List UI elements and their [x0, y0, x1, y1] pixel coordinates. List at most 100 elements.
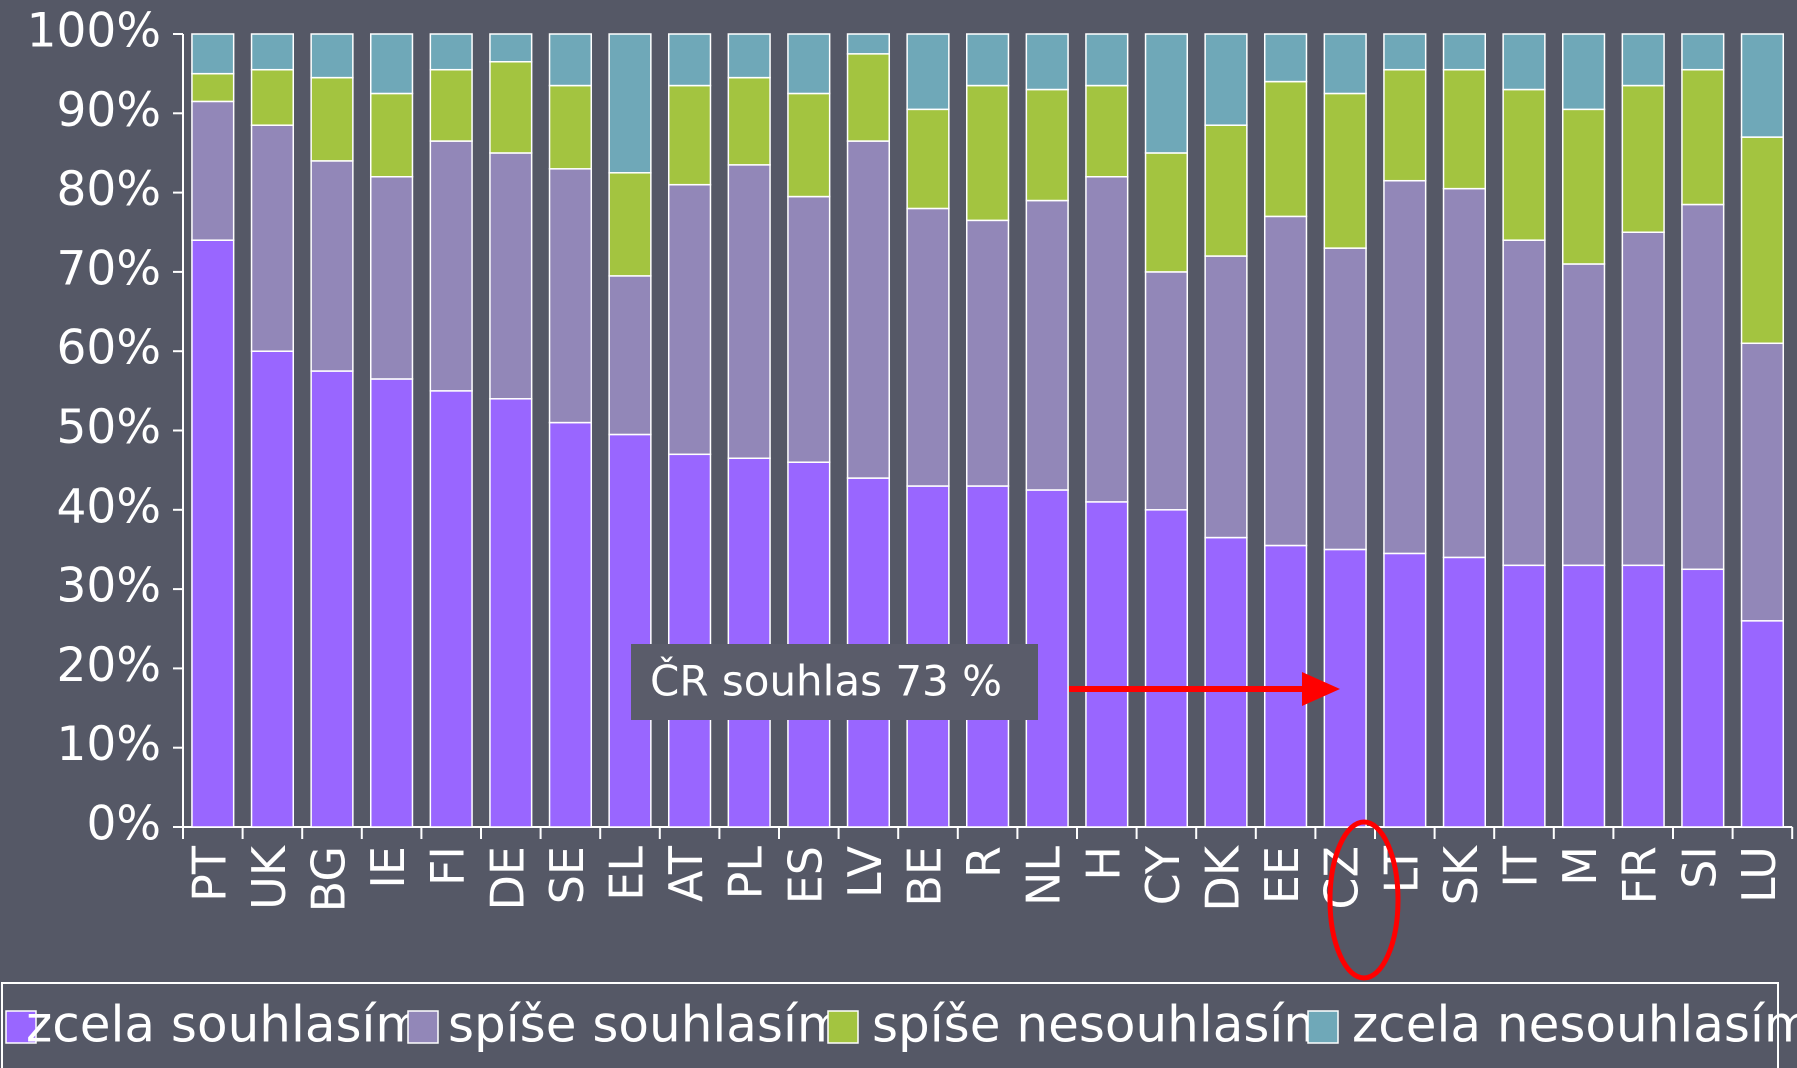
bar-segment: [846, 140, 891, 479]
legend-swatch: [407, 1010, 439, 1044]
bar-segment: [548, 33, 593, 87]
bar-segment: [1681, 33, 1725, 71]
y-tick-label: 10%: [57, 717, 161, 772]
bar-segment: [1085, 84, 1129, 178]
x-tick-label: PL: [719, 846, 773, 900]
bar-segment: [608, 172, 652, 277]
bar-segment: [1383, 179, 1427, 555]
x-tick-label: AT: [659, 845, 713, 902]
bar-segment: [1740, 33, 1785, 138]
bar-segment: [310, 160, 354, 372]
bar-segment: [1561, 564, 1606, 828]
bar-segment: [608, 33, 652, 174]
bar-segment: [369, 33, 414, 95]
x-tick-label: LV: [838, 845, 892, 898]
bar-segment: [1204, 124, 1248, 257]
bar-segment: [727, 164, 771, 460]
x-tick-label: UK: [242, 844, 296, 910]
y-tick-label: 40%: [57, 479, 161, 534]
legend-label: spíše nesouhlasím: [872, 996, 1332, 1054]
y-tick-label: 50%: [57, 400, 161, 455]
bar-segment: [1323, 33, 1367, 95]
bar-segment: [1204, 536, 1248, 828]
bar-segment: [1502, 88, 1546, 241]
bar-segment: [1681, 568, 1725, 828]
bar-segment: [1442, 187, 1487, 559]
bar-segment: [310, 76, 354, 162]
bar-segment: [310, 33, 354, 79]
y-tick-label: 100%: [27, 4, 161, 59]
bar-segment: [1621, 33, 1665, 87]
y-tick-label: 20%: [57, 638, 161, 693]
bar-segment: [250, 33, 295, 71]
bar-segment: [429, 390, 473, 828]
y-tick-label: 90%: [57, 83, 161, 138]
bar-segment: [1144, 271, 1189, 511]
x-tick-label: IE: [361, 846, 415, 889]
bar-segment: [1740, 620, 1785, 828]
bar-segment: [191, 33, 235, 75]
bar-segment: [1740, 136, 1785, 345]
x-tick-label: CZ: [1315, 846, 1369, 910]
x-tick-label: BG: [302, 846, 356, 912]
bar-segment: [608, 433, 652, 828]
legend-label: spíše souhlasím: [448, 996, 846, 1054]
bar-segment: [1085, 175, 1129, 503]
bar-segment: [1383, 552, 1427, 828]
bar-segment: [369, 175, 414, 380]
bar-segment: [906, 108, 950, 210]
bar-segment: [250, 350, 295, 828]
x-tick-label: SI: [1672, 846, 1726, 889]
annotation: ČR souhlas 73 %: [650, 656, 1002, 706]
y-tick-label: 0%: [86, 797, 161, 852]
bar-segment: [1561, 263, 1606, 567]
bar-segment: [1144, 152, 1189, 273]
bar-segment: [1263, 215, 1308, 547]
bar-segment: [429, 68, 473, 142]
bar-segment: [1383, 33, 1427, 71]
bar-segment: [1204, 255, 1248, 539]
bar-segment: [1025, 33, 1069, 91]
bar-segment: [191, 100, 235, 241]
bar-segment: [846, 53, 891, 142]
x-tick-label: EL: [600, 846, 654, 901]
bar-segment: [667, 33, 712, 87]
bar-segment: [1085, 33, 1129, 87]
bar-segment: [1263, 33, 1308, 83]
bar-segment: [489, 61, 533, 154]
x-tick-label: R: [957, 846, 1011, 878]
highlight-ellipse: [1327, 819, 1401, 981]
x-tick-label: DK: [1196, 844, 1250, 911]
x-tick-label: SK: [1434, 844, 1488, 905]
x-tick-label: SE: [540, 846, 594, 904]
legend-label: zcela souhlasím: [26, 996, 424, 1054]
bar-segment: [1323, 92, 1367, 249]
bar-segment: [906, 33, 950, 111]
x-tick-label: BE: [898, 846, 952, 907]
bar-segment: [369, 92, 414, 178]
x-tick-label: ES: [778, 846, 832, 904]
x-tick-label: DE: [480, 846, 534, 911]
x-tick-label: NL: [1017, 846, 1071, 906]
y-tick-label: 60%: [57, 321, 161, 376]
bar-segment: [489, 152, 533, 400]
bar-segment: [727, 76, 771, 166]
bar-segment: [965, 84, 1010, 222]
bar-segment: [1442, 68, 1487, 190]
bar-segment: [965, 33, 1010, 87]
bar-segment: [548, 168, 593, 424]
bar-segment: [1144, 33, 1189, 154]
x-tick-label: H: [1076, 846, 1130, 881]
bar-segment: [548, 84, 593, 170]
bar-segment: [667, 453, 712, 828]
bar-segment: [1323, 247, 1367, 551]
bar-segment: [1502, 564, 1546, 828]
bar-segment: [1442, 33, 1487, 71]
bar-segment: [727, 33, 771, 79]
bar-segment: [369, 378, 414, 828]
legend-swatch: [827, 1010, 859, 1044]
bar-segment: [787, 33, 831, 95]
x-tick-label: FR: [1613, 846, 1667, 904]
